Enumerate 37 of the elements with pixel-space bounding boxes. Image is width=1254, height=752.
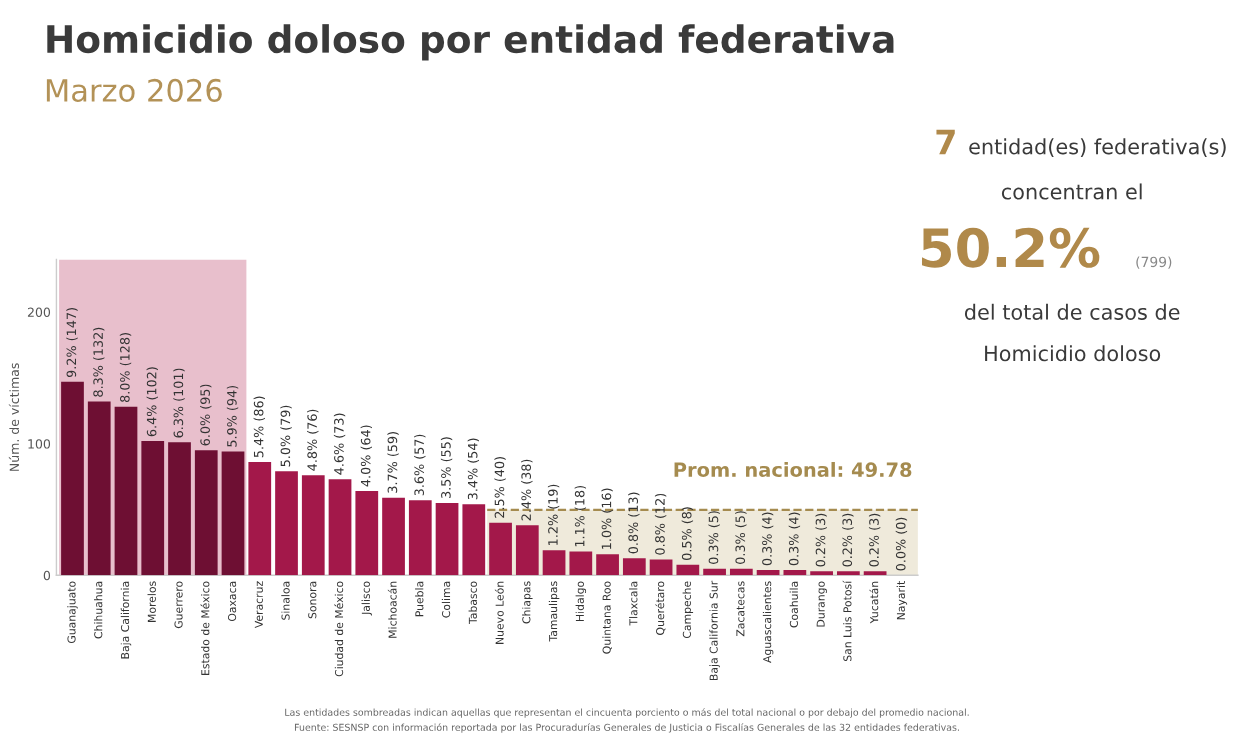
bar [489, 522, 512, 576]
bar [275, 471, 298, 576]
bar [542, 550, 566, 576]
bar [168, 442, 191, 576]
text: entidad(es) federativa(s) [969, 138, 1226, 157]
chart-title: Homicidio doloso por entidad federativa [47, 24, 894, 61]
bar [435, 502, 459, 576]
bar [783, 570, 807, 576]
chart-subtitle: Marzo 2026 [46, 78, 222, 102]
bar [622, 558, 646, 576]
bar [756, 570, 780, 576]
bar [355, 491, 379, 576]
bar [569, 551, 593, 576]
bar [729, 568, 753, 576]
bar [408, 500, 432, 576]
bar [382, 497, 405, 576]
bar [328, 479, 352, 576]
bar [248, 462, 272, 576]
bar [87, 401, 111, 576]
bar [114, 406, 138, 576]
bar [703, 568, 726, 576]
bar [596, 554, 619, 576]
text: 50.2% [921, 227, 1100, 268]
bar [194, 450, 218, 576]
bar [515, 525, 539, 576]
bar [61, 381, 84, 576]
bar [462, 504, 486, 576]
ref-line-label: Prom. nacional: 49.78 [674, 462, 912, 478]
bar [649, 559, 673, 576]
bar [301, 475, 325, 576]
text: del total de casos de [964, 303, 1180, 320]
bar [141, 441, 165, 576]
text: concentran el [1001, 183, 1142, 200]
text: 7 [936, 129, 955, 155]
bar [676, 564, 700, 576]
text: Homicidio doloso [985, 345, 1161, 362]
bar [221, 451, 245, 576]
